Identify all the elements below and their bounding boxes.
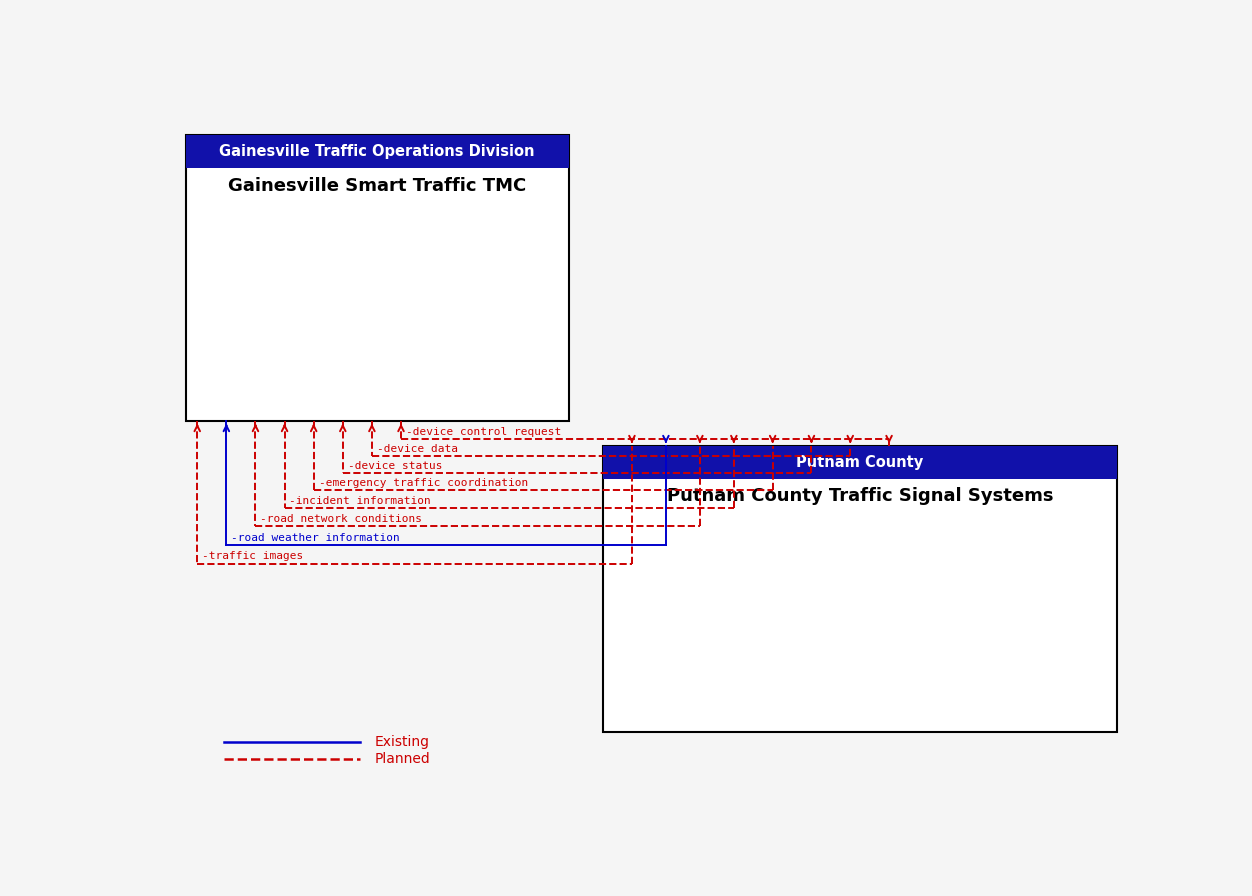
Text: Gainesville Traffic Operations Division: Gainesville Traffic Operations Division [219,144,535,159]
Bar [185,135,568,421]
Text: Putnam County: Putnam County [796,454,924,470]
Bar [602,445,1117,478]
Text: -road weather information: -road weather information [232,533,399,543]
Text: -road network conditions: -road network conditions [260,514,422,524]
Text: Existing: Existing [374,736,429,749]
Text: Planned: Planned [374,753,431,766]
Text: -traffic images: -traffic images [202,551,303,562]
Bar [185,135,568,168]
Text: -emergency traffic coordination: -emergency traffic coordination [318,478,528,488]
Text: -device control request: -device control request [406,426,561,436]
Text: Gainesville Smart Traffic TMC: Gainesville Smart Traffic TMC [228,177,526,194]
Text: -device status: -device status [348,461,442,471]
Text: -device data: -device data [377,444,458,454]
Text: Putnam County Traffic Signal Systems: Putnam County Traffic Signal Systems [667,487,1053,505]
Bar [602,445,1117,732]
Text: -incident information: -incident information [289,495,431,505]
